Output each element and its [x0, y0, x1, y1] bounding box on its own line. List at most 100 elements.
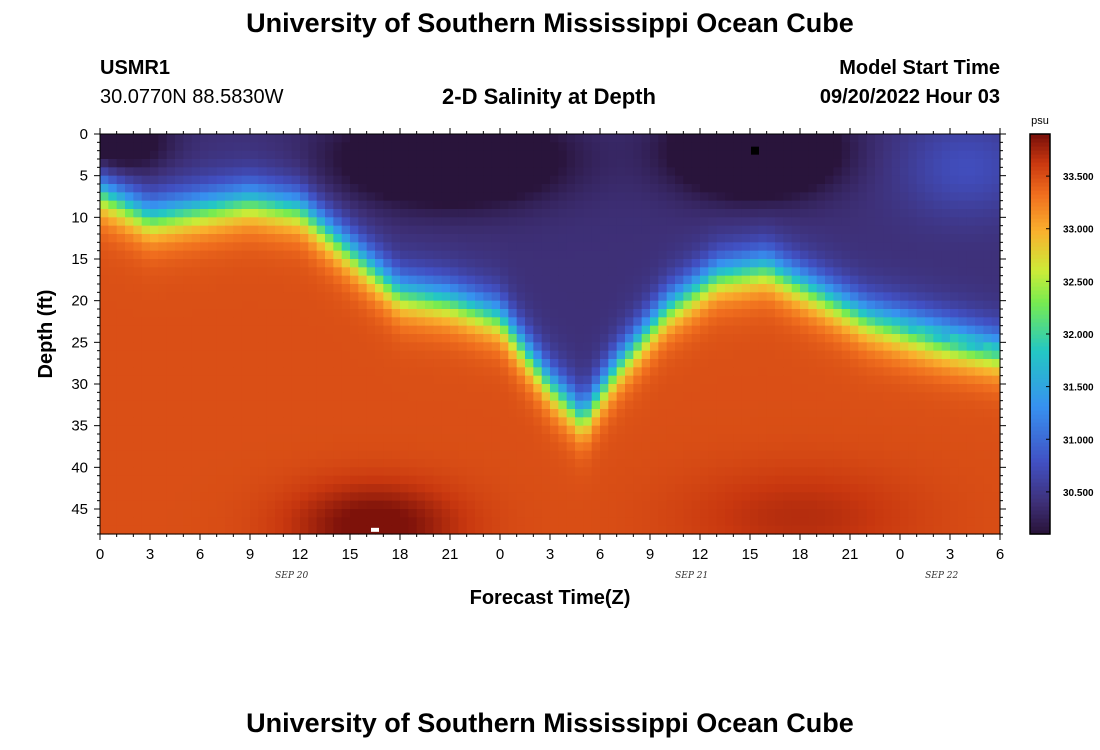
heatmap-cell: [616, 417, 626, 427]
heatmap-cell: [133, 309, 143, 318]
heatmap-cell: [375, 417, 384, 427]
heatmap-cell: [816, 150, 826, 160]
heatmap-cell: [241, 384, 251, 393]
heatmap-cell: [575, 367, 584, 377]
heatmap-cell: [208, 142, 218, 152]
heatmap-cell: [458, 150, 468, 160]
heatmap-cell: [258, 234, 268, 243]
heatmap-cell: [366, 167, 376, 177]
heatmap-cell: [966, 217, 976, 227]
heatmap-cell: [766, 200, 776, 210]
heatmap-cell: [258, 459, 268, 468]
heatmap-cell: [516, 484, 526, 493]
heatmap-cell: [891, 350, 901, 360]
heatmap-cell: [375, 434, 384, 443]
heatmap-cell: [308, 425, 318, 435]
heatmap-cell: [225, 167, 234, 177]
heatmap-cell: [508, 234, 518, 243]
heatmap-cell: [200, 325, 209, 335]
heatmap-cell: [858, 450, 868, 460]
heatmap-cell: [491, 300, 501, 310]
heatmap-cell: [266, 142, 276, 152]
heatmap-cell: [183, 317, 193, 327]
heatmap-cell: [216, 184, 226, 193]
heatmap-cell: [258, 292, 268, 302]
heatmap-cell: [125, 409, 134, 418]
heatmap-cell: [350, 375, 359, 385]
heatmap-cell: [766, 484, 776, 493]
heatmap-cell: [966, 434, 976, 443]
heatmap-cell: [566, 342, 576, 352]
heatmap-cell: [350, 242, 359, 252]
heatmap-cell: [183, 475, 193, 485]
heatmap-cell: [608, 200, 618, 210]
heatmap-cell: [900, 425, 909, 435]
heatmap-cell: [183, 284, 193, 293]
heatmap-cell: [783, 359, 793, 368]
heatmap-cell: [941, 275, 951, 285]
heatmap-cell: [750, 159, 759, 168]
heatmap-cell: [383, 350, 393, 360]
heatmap-cell: [708, 509, 718, 518]
heatmap-cell: [491, 284, 501, 293]
heatmap-cell: [766, 325, 776, 335]
heatmap-cell: [225, 367, 234, 377]
heatmap-cell: [175, 517, 184, 527]
heatmap-cell: [483, 142, 493, 152]
heatmap-cell: [233, 367, 243, 377]
heatmap-cell: [191, 492, 201, 502]
heatmap-cell: [816, 409, 826, 418]
heatmap-cell: [400, 142, 409, 152]
heatmap-cell: [191, 509, 201, 518]
heatmap-cell: [808, 484, 818, 493]
heatmap-cell: [183, 384, 193, 393]
heatmap-cell: [166, 384, 176, 393]
heatmap-cell: [775, 434, 784, 443]
heatmap-cell: [700, 309, 709, 318]
heatmap-cell: [466, 509, 476, 518]
heatmap-cell: [691, 292, 701, 302]
heatmap-cell: [691, 192, 701, 202]
heatmap-cell: [108, 275, 118, 285]
heatmap-cell: [316, 309, 326, 318]
heatmap-cell: [141, 375, 151, 385]
heatmap-cell: [316, 417, 326, 427]
heatmap-cell: [700, 450, 709, 460]
heatmap-cell: [183, 184, 193, 193]
heatmap-cell: [425, 225, 434, 235]
heatmap-cell: [983, 142, 993, 152]
heatmap-cell: [583, 234, 593, 243]
heatmap-cell: [133, 217, 143, 227]
heatmap-cell: [858, 309, 868, 318]
heatmap-cell: [791, 259, 801, 268]
heatmap-cell: [266, 434, 276, 443]
heatmap-cell: [750, 242, 759, 252]
heatmap-cell: [425, 292, 434, 302]
heatmap-cell: [433, 325, 443, 335]
heatmap-cell: [741, 384, 751, 393]
heatmap-cell: [466, 267, 476, 277]
heatmap-cell: [875, 259, 884, 268]
heatmap-cell: [700, 284, 709, 293]
heatmap-cell: [708, 450, 718, 460]
heatmap-cell: [191, 384, 201, 393]
heatmap-cell: [908, 492, 918, 502]
heatmap-cell: [241, 267, 251, 277]
heatmap-cell: [750, 450, 759, 460]
heatmap-cell: [716, 275, 726, 285]
heatmap-cell: [458, 259, 468, 268]
heatmap-cell: [783, 284, 793, 293]
heatmap-cell: [541, 500, 551, 510]
heatmap-cell: [250, 425, 259, 435]
heatmap-cell: [658, 275, 668, 285]
heatmap-cell: [841, 267, 851, 277]
heatmap-cell: [416, 184, 426, 193]
heatmap-cell: [283, 342, 293, 352]
heatmap-cell: [408, 242, 418, 252]
heatmap-cell: [741, 509, 751, 518]
heatmap-cell: [825, 334, 834, 343]
heatmap-cell: [366, 425, 376, 435]
heatmap-cell: [300, 259, 309, 268]
heatmap-cell: [391, 267, 401, 277]
heatmap-cell: [741, 192, 751, 202]
